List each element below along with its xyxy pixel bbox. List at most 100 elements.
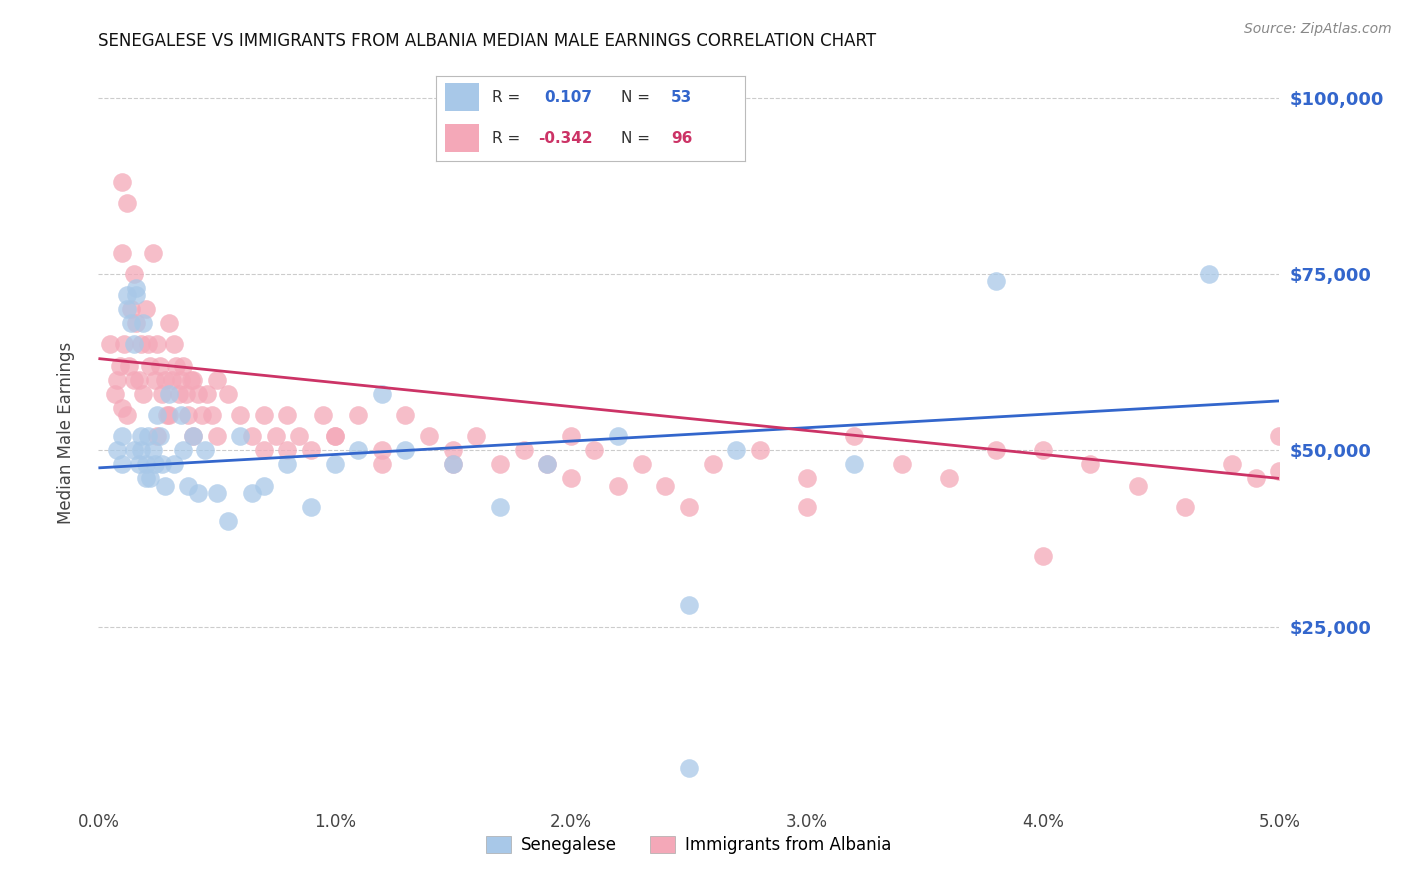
Point (146, 408, 169, 422)
Point (1220, 458, 1243, 472)
Point (128, 373, 150, 387)
Point (105, 443, 128, 458)
Point (115, 288, 138, 302)
Point (441, 458, 464, 472)
Point (1268, 429, 1291, 443)
Point (441, 443, 464, 458)
Point (122, 373, 145, 387)
Point (253, 408, 276, 422)
Point (146, 337, 169, 351)
Point (128, 458, 150, 472)
Point (323, 458, 346, 472)
Point (174, 387, 197, 401)
Point (253, 443, 276, 458)
Point (240, 429, 263, 443)
Point (195, 387, 218, 401)
Text: Source: ZipAtlas.com: Source: ZipAtlas.com (1244, 22, 1392, 37)
Point (748, 443, 770, 458)
Point (299, 500, 322, 514)
Point (108, 359, 131, 373)
Point (146, 429, 169, 443)
Point (607, 429, 630, 443)
Point (205, 373, 228, 387)
Point (118, 359, 141, 373)
Point (111, 175, 134, 189)
Point (536, 458, 558, 472)
Point (465, 429, 488, 443)
Point (1198, 267, 1220, 281)
Point (153, 373, 176, 387)
Point (984, 443, 1007, 458)
Point (205, 485, 228, 500)
Point (347, 408, 370, 422)
Point (702, 458, 724, 472)
Point (394, 408, 416, 422)
Point (142, 443, 165, 458)
Point (630, 458, 652, 472)
Text: -0.342: -0.342 (538, 130, 592, 145)
Point (371, 443, 394, 458)
Point (150, 458, 173, 472)
Point (143, 373, 166, 387)
Point (135, 302, 157, 317)
Y-axis label: Median Male Earnings: Median Male Earnings (56, 342, 75, 524)
FancyBboxPatch shape (446, 84, 479, 112)
Point (796, 500, 818, 514)
Point (125, 288, 148, 302)
Point (167, 387, 190, 401)
Point (111, 458, 134, 472)
Point (938, 471, 960, 485)
Point (229, 408, 252, 422)
Point (187, 485, 209, 500)
Point (121, 316, 143, 330)
Point (1174, 500, 1197, 514)
Point (418, 429, 440, 443)
Point (201, 408, 224, 422)
Point (98, 337, 121, 351)
Point (276, 408, 298, 422)
Point (489, 500, 512, 514)
Point (181, 429, 204, 443)
Point (1244, 471, 1267, 485)
Point (890, 458, 912, 472)
Point (150, 387, 173, 401)
Point (115, 408, 138, 422)
Text: N =: N = (621, 90, 651, 105)
Point (323, 429, 346, 443)
Point (142, 245, 165, 260)
Point (217, 387, 239, 401)
Point (177, 408, 200, 422)
Point (172, 359, 194, 373)
Point (149, 359, 172, 373)
Point (984, 274, 1007, 288)
Point (122, 337, 145, 351)
Point (489, 458, 512, 472)
Point (1268, 464, 1291, 478)
Point (115, 196, 138, 211)
Point (125, 316, 148, 330)
Point (323, 429, 346, 443)
Legend: Senegalese, Immigrants from Albania: Senegalese, Immigrants from Albania (479, 830, 898, 861)
Point (156, 408, 179, 422)
Point (844, 429, 866, 443)
Point (288, 429, 311, 443)
Point (560, 471, 582, 485)
Text: 0.107: 0.107 (544, 90, 592, 105)
Point (347, 443, 370, 458)
Point (157, 408, 180, 422)
Point (132, 316, 155, 330)
Point (512, 443, 534, 458)
Point (111, 245, 134, 260)
Point (143, 458, 166, 472)
Point (122, 443, 145, 458)
Point (180, 373, 202, 387)
Point (136, 429, 159, 443)
Point (371, 458, 394, 472)
Point (139, 471, 162, 485)
Point (1032, 549, 1054, 563)
Point (105, 373, 128, 387)
Point (129, 443, 152, 458)
Point (122, 267, 145, 281)
Point (125, 281, 148, 295)
Point (844, 458, 866, 472)
